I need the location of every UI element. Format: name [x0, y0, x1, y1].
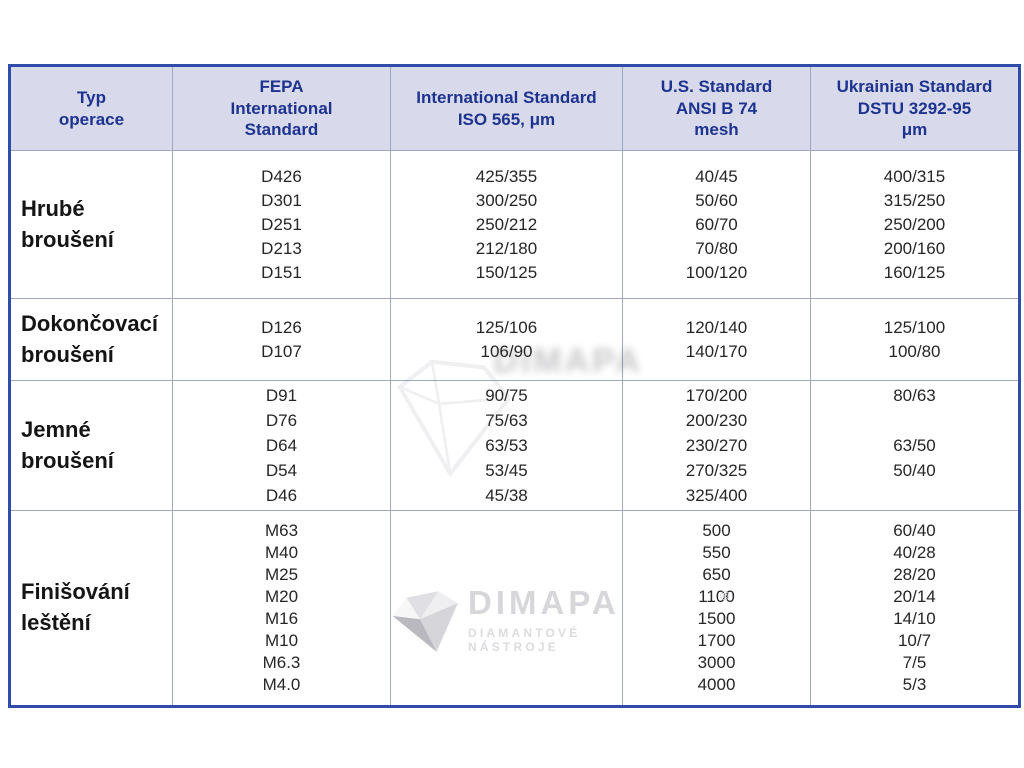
cell-value: 250/200 [883, 214, 946, 234]
cell-value: D54 [265, 461, 298, 480]
cell-value: 250/212 [475, 214, 538, 234]
cell-value: D91 [265, 386, 298, 405]
cell-value: 28/20 [893, 565, 936, 584]
cell-value: 325/400 [685, 486, 748, 505]
cell-value [811, 408, 1018, 433]
cell-value: D46 [265, 486, 298, 505]
cell-value: D76 [265, 411, 298, 430]
cell-value: M25 [264, 565, 299, 584]
cell-value: 5/3 [902, 675, 927, 694]
cell-value: 550 [702, 543, 731, 562]
cell-value: 20/14 [893, 587, 936, 606]
cell-value: 200/230 [685, 411, 748, 430]
cell-value: 45/38 [485, 486, 528, 505]
cell-value: D426 [261, 166, 302, 186]
cell-value: 125/100 [883, 317, 946, 337]
cell-value: 60/70 [695, 214, 738, 234]
data-cell-ukrainian: 400/315 315/250 250/200 200/160 160/125 [811, 151, 1018, 299]
cell-value: 14/10 [893, 609, 936, 628]
data-cell-fepa: D426 D301 D251 D213 D151 [173, 151, 391, 299]
cell-value: D251 [261, 214, 302, 234]
data-cell-us: 500 550 650 1100 1500 1700 3000 4000 [623, 511, 811, 705]
cell-value: 70/80 [695, 238, 738, 258]
data-cell-fepa: D91 D76 D64 D54 D46 [173, 381, 391, 511]
data-cell-fepa: D126 D107 [173, 299, 391, 381]
header-cell-us: U.S. Standard ANSI B 74 mesh [623, 67, 811, 151]
cell-value: 50/40 [893, 461, 936, 480]
cell-value: 212/180 [475, 238, 538, 258]
cell-value: 150/125 [475, 262, 538, 282]
cell-value: 80/63 [893, 386, 936, 405]
data-cell-iso: 90/75 75/63 63/53 53/45 45/38 [391, 381, 623, 511]
header-cell-typ-operace: Typ operace [11, 67, 173, 151]
cell-value: D126 [261, 317, 302, 337]
cell-value: 63/53 [485, 436, 528, 455]
cell-value: M16 [264, 609, 299, 628]
cell-value: 40/28 [893, 543, 936, 562]
cell-value: M40 [264, 543, 299, 562]
header-cell-iso: International Standard ISO 565, μm [391, 67, 623, 151]
cell-value: 53/45 [485, 461, 528, 480]
row-label-hrube-brouseni: Hrubé broušení [11, 151, 173, 299]
cell-value: 40/45 [695, 166, 738, 186]
cell-value: 10/7 [897, 631, 932, 650]
cell-value: M6.3 [262, 653, 301, 672]
cell-value: 120/140 [685, 317, 748, 337]
data-cell-ukrainian: 60/40 40/28 28/20 20/14 14/10 10/7 7/5 5/3 [811, 511, 1018, 705]
data-cell-ukrainian: 125/100 100/80 [811, 299, 1018, 381]
data-cell-fepa: M63 M40 M25 M20 M16 M10 M6.3 M4.0 [173, 511, 391, 705]
cell-value: 650 [702, 565, 731, 584]
data-cell-us: 40/45 50/60 60/70 70/80 100/120 [623, 151, 811, 299]
cell-value: D107 [261, 341, 302, 361]
cell-value: D301 [261, 190, 302, 210]
cell-value: 4000 [697, 675, 736, 694]
cell-value: D151 [261, 262, 302, 282]
data-cell-us: 120/140 140/170 [623, 299, 811, 381]
data-cell-iso [391, 511, 623, 705]
cell-value: 1100 [698, 587, 735, 606]
cell-value: 106/90 [480, 341, 533, 361]
header-cell-fepa: FEPA International Standard [173, 67, 391, 151]
cell-value: M4.0 [262, 675, 301, 694]
cell-value: 160/125 [883, 262, 946, 282]
grit-standards-table: Typ operace FEPA International Standard … [8, 64, 1021, 708]
cell-value: 400/315 [883, 166, 946, 186]
cell-value: 100/120 [685, 262, 748, 282]
cell-value: 7/5 [902, 653, 927, 672]
cell-value: 75/63 [485, 411, 528, 430]
cell-value: M10 [264, 631, 299, 650]
cell-value: 315/250 [883, 190, 946, 210]
cell-value: 1700 [697, 631, 736, 650]
cell-value: 90/75 [485, 386, 528, 405]
cell-value: M20 [264, 587, 299, 606]
row-label-jemne-brouseni: Jemné broušení [11, 381, 173, 511]
data-cell-ukrainian: 80/63 63/50 50/40 [811, 381, 1018, 511]
cell-value: 170/200 [685, 386, 748, 405]
row-label-finisovani-lesteni: Finišování leštění [11, 511, 173, 705]
cell-value: 230/270 [685, 436, 748, 455]
cell-value: 140/170 [685, 341, 748, 361]
cell-value: 425/355 [475, 166, 538, 186]
header-cell-ukrainian: Ukrainian Standard DSTU 3292-95 μm [811, 67, 1018, 151]
cell-value: 63/50 [893, 436, 936, 455]
cell-value: 60/40 [893, 521, 936, 540]
cell-value: 125/106 [475, 317, 538, 337]
data-cell-iso: 125/106 106/90 [391, 299, 623, 381]
cell-value: 270/325 [685, 461, 748, 480]
cell-value: 50/60 [695, 190, 738, 210]
row-label-dokoncovaci-brouseni: Dokončovací broušení [11, 299, 173, 381]
data-cell-iso: 425/355 300/250 250/212 212/180 150/125 [391, 151, 623, 299]
cell-value: 1500 [697, 609, 736, 628]
data-cell-us: 170/200 200/230 230/270 270/325 325/400 [623, 381, 811, 511]
cell-value: 200/160 [883, 238, 946, 258]
cell-value: 100/80 [888, 341, 941, 361]
cell-value: 300/250 [475, 190, 538, 210]
cell-value: D64 [265, 436, 298, 455]
cell-value [811, 483, 1018, 508]
cell-value: 500 [702, 521, 731, 540]
cell-value: M63 [264, 521, 299, 540]
cell-value: D213 [261, 238, 302, 258]
cell-value: 3000 [697, 653, 736, 672]
